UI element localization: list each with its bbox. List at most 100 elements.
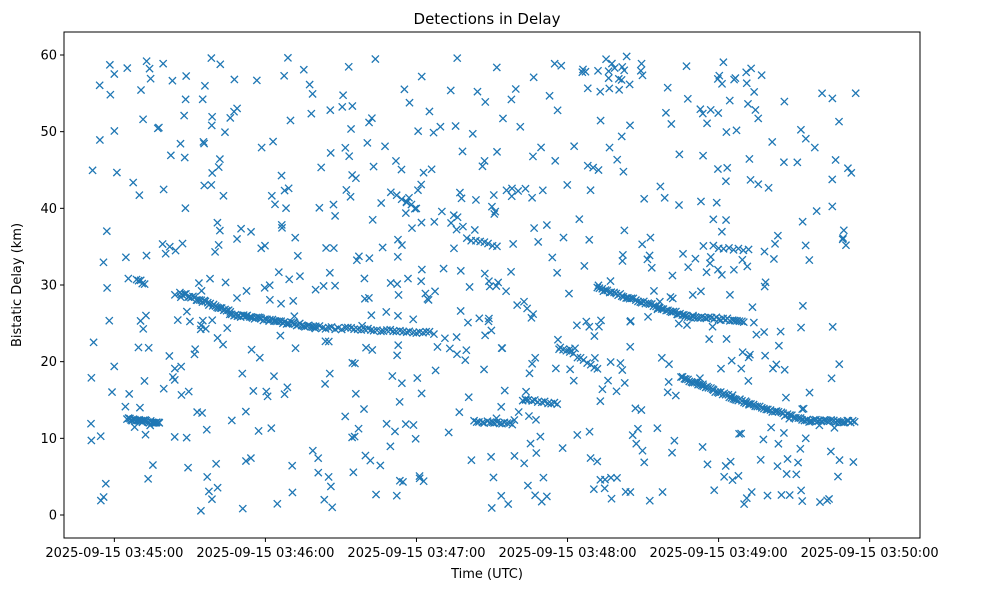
detection-point [810,143,819,152]
detection-point [213,333,222,343]
detection-point [742,494,751,503]
detection-point [214,304,223,313]
detection-point [849,457,858,467]
detection-point [414,127,423,136]
detection-point [492,414,501,423]
detection-point [413,373,422,383]
detection-point [463,318,473,327]
detection-point [203,472,212,482]
detection-point [314,468,323,477]
detection-point [95,81,104,90]
detection-point [241,407,250,416]
detection-point [260,241,270,250]
detection-point [769,254,778,264]
detection-point [596,116,605,125]
detection-point [682,62,691,71]
detection-point [536,432,545,441]
detection-point [389,327,398,336]
detection-point [647,263,656,272]
detection-point [159,384,168,393]
detection-point [575,215,584,224]
x-tick-label: 2025-09-15 03:50:00 [801,546,939,561]
detection-point [485,282,494,291]
detection-point [182,307,191,316]
detection-point [415,472,424,481]
detection-point [759,435,768,444]
detection-point [330,281,340,290]
detection-point [798,217,807,226]
detection-point [401,209,410,218]
detection-point [407,224,417,233]
detection-point [725,96,734,105]
detection-point [697,312,706,322]
detection-point [696,197,706,206]
detection-point [504,499,513,509]
detection-point [670,436,679,445]
detection-point [746,175,755,184]
detection-point [431,366,440,375]
detection-point [483,239,493,248]
detection-point [607,288,616,297]
detection-point [152,418,161,427]
detection-point [397,165,406,174]
detection-point [532,448,541,458]
detection-point [526,439,535,448]
detection-point [349,468,358,477]
detection-point [593,283,602,292]
detection-point [238,504,247,513]
detection-point [712,198,721,207]
detection-point [573,353,582,362]
detection-point [596,87,605,96]
detection-point [246,227,256,236]
detection-point [139,324,148,333]
detection-point [212,459,221,468]
detection-point [705,259,715,268]
detection-point [498,344,507,353]
detection-point [390,427,400,436]
detection-point [345,152,354,161]
detection-point [683,94,692,103]
detection-point [257,143,266,152]
detection-point [606,473,616,482]
detection-point [254,426,263,436]
chart-title: Detections in Delay [414,10,561,28]
detection-point [311,285,320,294]
detection-point [569,376,578,385]
detection-point [705,335,714,344]
detection-point [214,163,223,172]
detection-point [492,281,501,291]
detection-point [99,492,108,502]
detection-point [772,407,781,416]
detection-point [698,109,707,118]
detection-point [489,473,498,482]
detection-point [413,186,423,195]
detection-point [371,54,380,64]
detection-point [511,84,520,94]
detection-point [706,105,715,114]
detection-point [290,312,299,321]
detection-point [262,387,271,396]
detection-point [393,351,402,360]
detection-point [473,87,482,96]
detection-point [198,316,207,325]
detection-point [392,191,401,200]
detection-point [570,142,579,151]
detection-point [638,240,647,249]
detection-point [695,374,704,383]
detection-point [196,506,205,515]
detection-point [452,225,461,234]
detection-point [596,316,606,325]
detection-point [805,388,814,397]
detection-point [626,488,635,497]
detection-point [377,198,386,208]
y-tick-label: 40 [40,202,57,217]
detection-point [673,310,682,319]
detection-point [519,297,529,306]
detection-point [305,80,314,89]
detection-point [724,243,734,252]
detection-point [136,316,145,325]
detection-point [283,383,292,392]
detection-point [770,239,780,248]
detection-point [491,207,500,216]
detection-point [207,121,216,130]
